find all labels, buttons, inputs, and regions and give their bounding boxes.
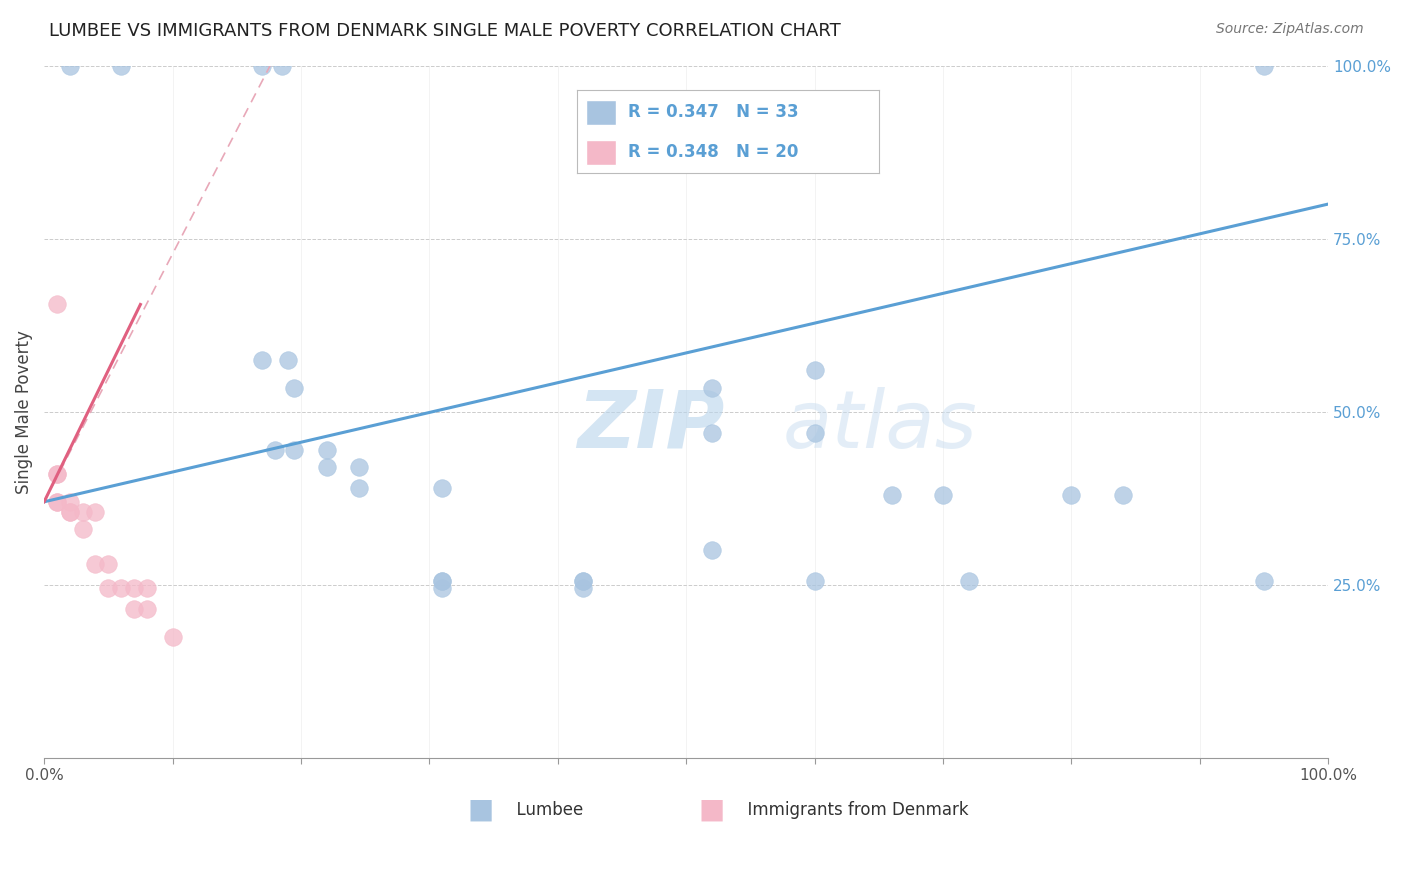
Point [430, 574, 453, 589]
Point [700, 543, 723, 558]
Point [72, 505, 94, 519]
Text: LUMBEE VS IMMIGRANTS FROM DENMARK SINGLE MALE POVERTY CORRELATION CHART: LUMBEE VS IMMIGRANTS FROM DENMARK SINGLE… [49, 22, 841, 40]
Point [135, 602, 157, 616]
Point [700, 425, 723, 440]
Point [347, 481, 370, 495]
Point [252, 59, 274, 73]
Point [135, 582, 157, 596]
Point [803, 363, 825, 377]
Point [59, 495, 82, 509]
Text: atlas: atlas [782, 386, 977, 465]
Text: ■: ■ [467, 796, 494, 824]
Point [880, 488, 903, 502]
Point [264, 442, 287, 457]
Point [315, 442, 337, 457]
Point [803, 425, 825, 440]
Point [1253, 59, 1275, 73]
Point [162, 630, 184, 644]
Point [110, 59, 132, 73]
Point [572, 574, 595, 589]
Point [84, 557, 107, 571]
Point [110, 582, 132, 596]
Point [59, 59, 82, 73]
Point [1060, 488, 1083, 502]
Point [46, 297, 69, 311]
Point [283, 380, 305, 394]
Point [252, 352, 274, 367]
Point [46, 467, 69, 481]
Y-axis label: Single Male Poverty: Single Male Poverty [15, 330, 32, 493]
Point [97, 557, 120, 571]
Point [46, 495, 69, 509]
Point [1112, 488, 1135, 502]
Text: Lumbee: Lumbee [506, 801, 583, 819]
Text: ■: ■ [699, 796, 724, 824]
Point [803, 574, 825, 589]
Point [1253, 574, 1275, 589]
Point [72, 523, 94, 537]
Point [315, 460, 337, 475]
Point [46, 495, 69, 509]
Point [122, 582, 145, 596]
Point [97, 582, 120, 596]
Point [932, 488, 955, 502]
Text: ZIP: ZIP [576, 386, 724, 465]
Point [277, 352, 299, 367]
Point [59, 505, 82, 519]
Point [283, 442, 305, 457]
Point [122, 602, 145, 616]
Point [957, 574, 980, 589]
Point [572, 582, 595, 596]
Point [700, 380, 723, 394]
Text: Immigrants from Denmark: Immigrants from Denmark [738, 801, 969, 819]
Point [347, 460, 370, 475]
Point [270, 59, 292, 73]
Point [572, 574, 595, 589]
Point [430, 481, 453, 495]
Point [430, 574, 453, 589]
Text: Source: ZipAtlas.com: Source: ZipAtlas.com [1216, 22, 1364, 37]
Point [46, 467, 69, 481]
Point [430, 582, 453, 596]
Point [59, 505, 82, 519]
Point [84, 505, 107, 519]
